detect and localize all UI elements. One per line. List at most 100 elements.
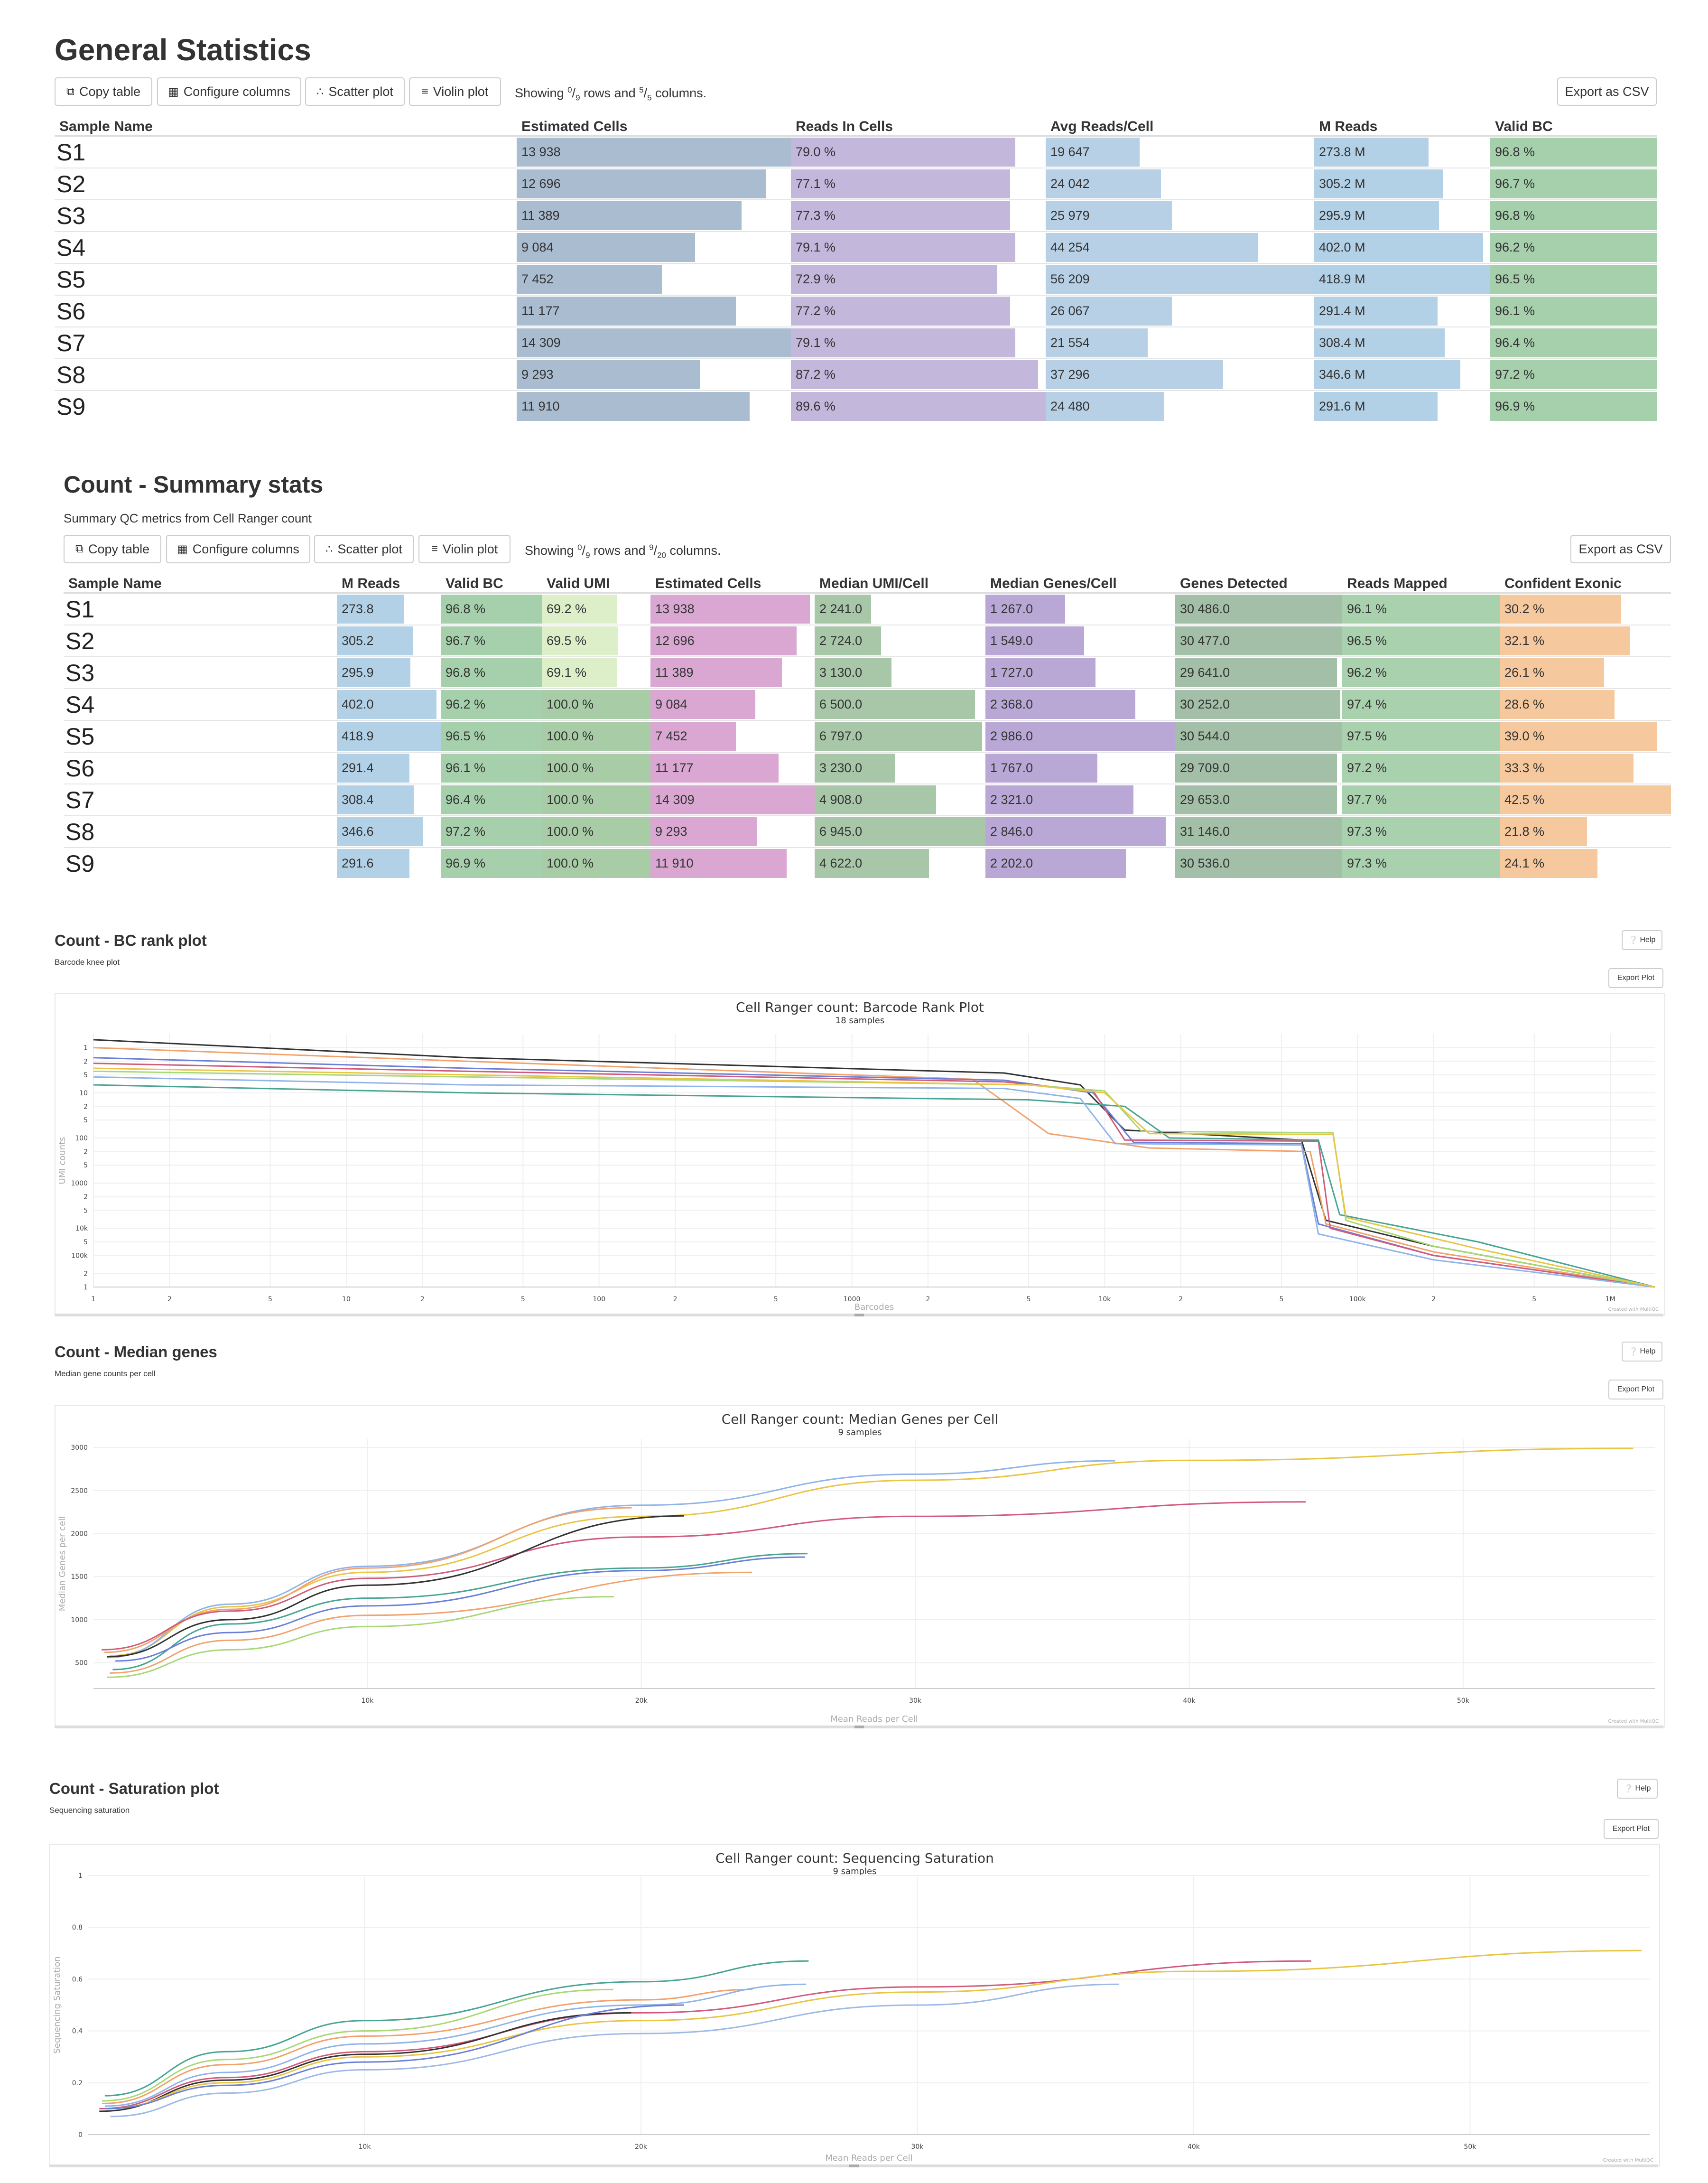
cell-value: 30 536.0 bbox=[1180, 856, 1230, 870]
summary-header-2[interactable]: Valid BC bbox=[441, 571, 542, 594]
rank-help-button[interactable]: ❔ Help bbox=[1622, 930, 1662, 950]
general-header-3[interactable]: Avg Reads/Cell bbox=[1046, 114, 1314, 137]
table-cell: 69.5 % bbox=[542, 625, 650, 657]
summary-scatter-plot-button[interactable]: ∴ Scatter plot bbox=[314, 535, 414, 563]
x-tick-label: 10 bbox=[342, 1296, 351, 1303]
summary-copy-table-button[interactable]: ⧉ Copy table bbox=[64, 535, 161, 563]
summary-header-8[interactable]: Reads Mapped bbox=[1342, 571, 1500, 594]
rank-export-plot-button[interactable]: Export Plot bbox=[1608, 968, 1663, 988]
summary-showing-info: Showing 0/9 rows and 9/20 columns. bbox=[525, 543, 721, 560]
table-cell: 308.4 M bbox=[1314, 327, 1490, 359]
table-cell: 11 177 bbox=[650, 752, 815, 784]
general-header-1[interactable]: Estimated Cells bbox=[517, 114, 791, 137]
summary-header-3[interactable]: Valid UMI bbox=[542, 571, 650, 594]
table-cell: 295.9 M bbox=[1314, 199, 1490, 232]
y-tick-label: 10k bbox=[75, 1225, 88, 1232]
cell-bar bbox=[791, 265, 997, 294]
cell-value: 96.9 % bbox=[1495, 399, 1535, 413]
cell-value: 97.5 % bbox=[1347, 729, 1387, 743]
cell-bar bbox=[337, 690, 437, 719]
genes-plot-resize-handle[interactable] bbox=[55, 1726, 1663, 1728]
export-csv-button[interactable]: Export as CSV bbox=[1557, 77, 1657, 106]
y-tick-label: 5 bbox=[84, 1072, 88, 1079]
cell-bar bbox=[985, 690, 1135, 719]
x-tick-label: 30k bbox=[909, 1697, 922, 1705]
cell-bar bbox=[441, 658, 542, 687]
cell-value: 29 709.0 bbox=[1180, 761, 1230, 775]
cell-value: 1 727.0 bbox=[990, 665, 1033, 680]
x-tick-label: 50k bbox=[1457, 1697, 1470, 1705]
cell-bar bbox=[1342, 785, 1500, 814]
sat-plot-resize-handle[interactable] bbox=[49, 2164, 1658, 2167]
sat-export-plot-button[interactable]: Export Plot bbox=[1604, 1819, 1659, 1839]
table-cell: 30 544.0 bbox=[1175, 720, 1342, 752]
cell-value: 2 846.0 bbox=[990, 824, 1033, 839]
table-cell: 1 267.0 bbox=[985, 592, 1175, 625]
cell-value: 96.1 % bbox=[1495, 304, 1535, 318]
summary-header-4[interactable]: Estimated Cells bbox=[650, 571, 815, 594]
summary-header-0[interactable]: Sample Name bbox=[64, 571, 337, 594]
table-cell: 100.0 % bbox=[542, 784, 650, 816]
table-cell: 30 477.0 bbox=[1175, 625, 1342, 657]
table-cell: 19 647 bbox=[1046, 135, 1314, 168]
general-header-5[interactable]: Valid BC bbox=[1490, 114, 1657, 137]
x-axis-label: Mean Reads per Cell bbox=[830, 1714, 918, 1724]
summary-header-7[interactable]: Genes Detected bbox=[1175, 571, 1342, 594]
table-cell: 96.7 % bbox=[441, 625, 542, 657]
cell-value: 295.9 bbox=[342, 665, 374, 680]
x-tick-label: 1 bbox=[92, 1296, 96, 1303]
cell-bar bbox=[650, 690, 756, 719]
cell-bar bbox=[337, 817, 423, 846]
cell-value: 2 241.0 bbox=[819, 602, 863, 616]
sat-help-button[interactable]: ❔ Help bbox=[1617, 1779, 1658, 1799]
y-tick-label: 1 bbox=[84, 1045, 88, 1052]
table-cell: 11 389 bbox=[517, 199, 791, 232]
violin-plot-button[interactable]: ≡ Violin plot bbox=[409, 77, 501, 106]
cell-bar bbox=[650, 817, 757, 846]
table-cell: 69.2 % bbox=[542, 592, 650, 625]
sat-section-title: Count - Saturation plot bbox=[49, 1780, 219, 1797]
cell-bar bbox=[1046, 233, 1258, 262]
scatter-plot-button[interactable]: ∴ Scatter plot bbox=[305, 77, 405, 106]
summary-header-6[interactable]: Median Genes/Cell bbox=[985, 571, 1175, 594]
cell-value: 25 979 bbox=[1050, 208, 1090, 223]
rank-plot-resize-handle[interactable] bbox=[55, 1314, 1663, 1316]
cell-value: 100.0 % bbox=[547, 697, 594, 711]
cell-bar bbox=[441, 595, 542, 624]
series-line-2 bbox=[102, 1988, 753, 2104]
summary-header-9[interactable]: Confident Exonic bbox=[1500, 571, 1671, 594]
credit-text: Created with MultiQC bbox=[1608, 1719, 1659, 1724]
table-cell: 295.9 bbox=[337, 656, 441, 689]
table-cell: 291.6 bbox=[337, 847, 441, 879]
general-header-4[interactable]: M Reads bbox=[1314, 114, 1490, 137]
cell-bar bbox=[791, 169, 1010, 198]
cell-bar bbox=[1175, 849, 1342, 878]
general-header-0[interactable]: Sample Name bbox=[55, 114, 517, 137]
summary-scatter-plot-label: Scatter plot bbox=[337, 541, 402, 556]
cell-bar bbox=[650, 754, 779, 783]
x-tick-label: 1M bbox=[1606, 1296, 1615, 1303]
copy-table-button[interactable]: ⧉ Copy table bbox=[55, 77, 152, 106]
cell-bar bbox=[1342, 658, 1500, 687]
sample-name: S6 bbox=[64, 752, 337, 784]
summary-header-1[interactable]: M Reads bbox=[337, 571, 441, 594]
summary-configure-columns-button[interactable]: ▦ Configure columns bbox=[166, 535, 310, 563]
general-header-2[interactable]: Reads In Cells bbox=[791, 114, 1046, 137]
cell-bar bbox=[517, 265, 662, 294]
genes-export-plot-button[interactable]: Export Plot bbox=[1608, 1380, 1663, 1399]
cell-bar bbox=[815, 754, 895, 783]
summary-export-csv-button[interactable]: Export as CSV bbox=[1570, 535, 1671, 563]
table-cell: 1 767.0 bbox=[985, 752, 1175, 784]
summary-violin-plot-button[interactable]: ≡ Violin plot bbox=[418, 535, 511, 563]
cell-value: 96.7 % bbox=[446, 634, 486, 648]
configure-columns-button[interactable]: ▦ Configure columns bbox=[157, 77, 301, 106]
summary-header-5[interactable]: Median UMI/Cell bbox=[815, 571, 985, 594]
genes-help-button[interactable]: ❔ Help bbox=[1622, 1342, 1662, 1362]
table-cell: 13 938 bbox=[650, 592, 815, 625]
plot-subtitle: 18 samples bbox=[835, 1016, 884, 1026]
table-cell: 100.0 % bbox=[542, 688, 650, 720]
cell-value: 11 910 bbox=[521, 399, 560, 413]
scatter-plot-label: Scatter plot bbox=[328, 84, 393, 99]
cell-value: 346.6 M bbox=[1319, 367, 1365, 382]
